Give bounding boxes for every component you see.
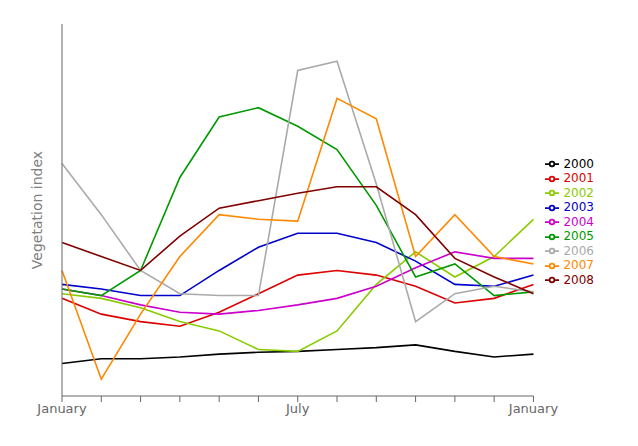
svg-text:January: January (508, 401, 559, 416)
html-text:2002: 2002 (563, 185, 594, 200)
html-text:2006: 2006 (563, 243, 594, 258)
html-text:2005: 2005 (563, 229, 594, 244)
html-text:2003: 2003 (563, 200, 594, 215)
svg-text:Vegetation index: Vegetation index (29, 151, 45, 269)
svg-text:January: January (36, 401, 87, 416)
html-text:2004: 2004 (563, 214, 594, 229)
html-text:2000: 2000 (563, 156, 594, 171)
html-text:2007: 2007 (563, 258, 594, 273)
html-text:2008: 2008 (563, 272, 594, 287)
html-text:2001: 2001 (563, 171, 594, 186)
svg-text:July: July (285, 401, 310, 416)
